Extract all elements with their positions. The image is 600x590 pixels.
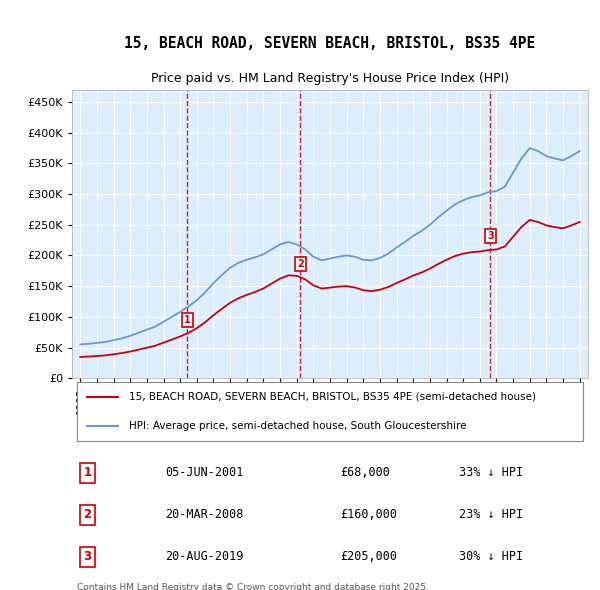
Text: 30% ↓ HPI: 30% ↓ HPI	[459, 550, 523, 563]
Text: 2: 2	[83, 509, 92, 522]
Text: 05-JUN-2001: 05-JUN-2001	[165, 466, 243, 479]
Text: 20-MAR-2008: 20-MAR-2008	[165, 509, 243, 522]
Text: Contains HM Land Registry data © Crown copyright and database right 2025.
This d: Contains HM Land Registry data © Crown c…	[77, 582, 429, 590]
Text: £160,000: £160,000	[340, 509, 397, 522]
FancyBboxPatch shape	[77, 382, 583, 441]
Text: 1: 1	[83, 466, 92, 479]
Text: 33% ↓ HPI: 33% ↓ HPI	[459, 466, 523, 479]
Text: 15, BEACH ROAD, SEVERN BEACH, BRISTOL, BS35 4PE (semi-detached house): 15, BEACH ROAD, SEVERN BEACH, BRISTOL, B…	[129, 392, 536, 402]
Text: 15, BEACH ROAD, SEVERN BEACH, BRISTOL, BS35 4PE: 15, BEACH ROAD, SEVERN BEACH, BRISTOL, B…	[124, 36, 536, 51]
Text: £205,000: £205,000	[340, 550, 397, 563]
Text: 2: 2	[297, 259, 304, 269]
Text: £68,000: £68,000	[340, 466, 390, 479]
Text: 3: 3	[487, 231, 494, 241]
Text: 1: 1	[184, 316, 191, 326]
Text: 23% ↓ HPI: 23% ↓ HPI	[459, 509, 523, 522]
Text: Price paid vs. HM Land Registry's House Price Index (HPI): Price paid vs. HM Land Registry's House …	[151, 72, 509, 85]
Text: 3: 3	[83, 550, 92, 563]
Text: HPI: Average price, semi-detached house, South Gloucestershire: HPI: Average price, semi-detached house,…	[129, 421, 466, 431]
Text: 20-AUG-2019: 20-AUG-2019	[165, 550, 243, 563]
